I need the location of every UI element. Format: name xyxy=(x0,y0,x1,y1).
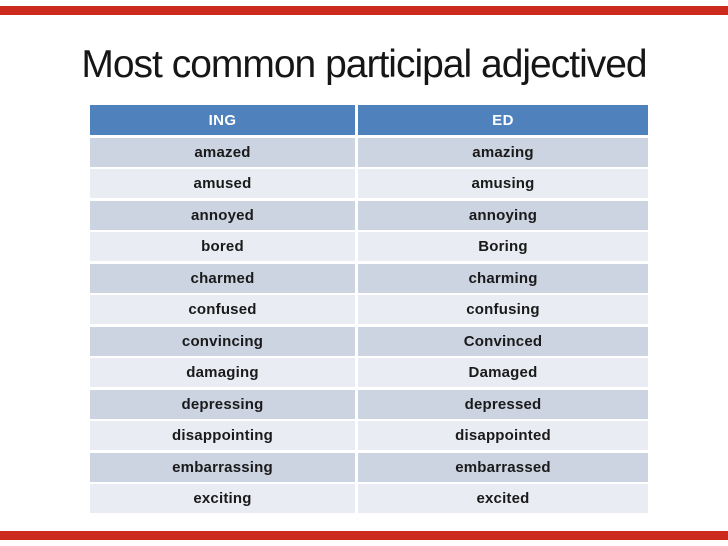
table-cell-ing: convincing xyxy=(90,326,355,356)
table-cell-ed: depressed xyxy=(358,389,648,419)
table-cell-ing: confused xyxy=(90,295,355,324)
table-cell-ed: annoying xyxy=(358,200,648,230)
table-row: embarrassing embarrassed xyxy=(90,452,648,482)
header-cell-ed: ED xyxy=(358,105,648,135)
table-row: depressing depressed xyxy=(90,389,648,419)
slide-title: Most common participal adjectived xyxy=(81,43,647,86)
table-cell-ed: Convinced xyxy=(358,326,648,356)
header-cell-ing: ING xyxy=(90,105,355,135)
table-cell-ing: damaging xyxy=(90,358,355,387)
table-cell-ed: disappointed xyxy=(358,421,648,450)
table-row: charmed charming xyxy=(90,263,648,293)
top-accent-bar xyxy=(0,6,728,15)
table-cell-ing: amazed xyxy=(90,137,355,167)
table-cell-ing: disappointing xyxy=(90,421,355,450)
table-body: amazed amazing amused amusing annoyed annoyin… xyxy=(90,137,648,513)
table-cell-ing: exciting xyxy=(90,484,355,513)
table-row: annoyed annoying xyxy=(90,200,648,230)
table-cell-ing: amused xyxy=(90,169,355,198)
table-row: damaging Damaged xyxy=(90,358,648,387)
table-cell-ed: amazing xyxy=(358,137,648,167)
table-row: convincing Convinced xyxy=(90,326,648,356)
table-cell-ed: excited xyxy=(358,484,648,513)
table-cell-ing: bored xyxy=(90,232,355,261)
table-cell-ed: Damaged xyxy=(358,358,648,387)
table-cell-ed: Boring xyxy=(358,232,648,261)
adjectives-table: ING ED amazed amazing amused amusing annoyed… xyxy=(90,105,648,516)
table-cell-ed: charming xyxy=(358,263,648,293)
table-row: bored Boring xyxy=(90,232,648,261)
table-cell-ing: annoyed xyxy=(90,200,355,230)
table-cell-ed: confusing xyxy=(358,295,648,324)
table-row: confused confusing xyxy=(90,295,648,324)
table-cell-ing: embarrassing xyxy=(90,452,355,482)
table-header-row: ING ED xyxy=(90,105,648,135)
bottom-accent-bar xyxy=(0,531,728,540)
table-row: disappointing disappointed xyxy=(90,421,648,450)
table-cell-ed: embarrassed xyxy=(358,452,648,482)
table-cell-ing: charmed xyxy=(90,263,355,293)
table-cell-ing: depressing xyxy=(90,389,355,419)
table-row: exciting excited xyxy=(90,484,648,513)
table-cell-ed: amusing xyxy=(358,169,648,198)
table-row: amused amusing xyxy=(90,169,648,198)
table-row: amazed amazing xyxy=(90,137,648,167)
